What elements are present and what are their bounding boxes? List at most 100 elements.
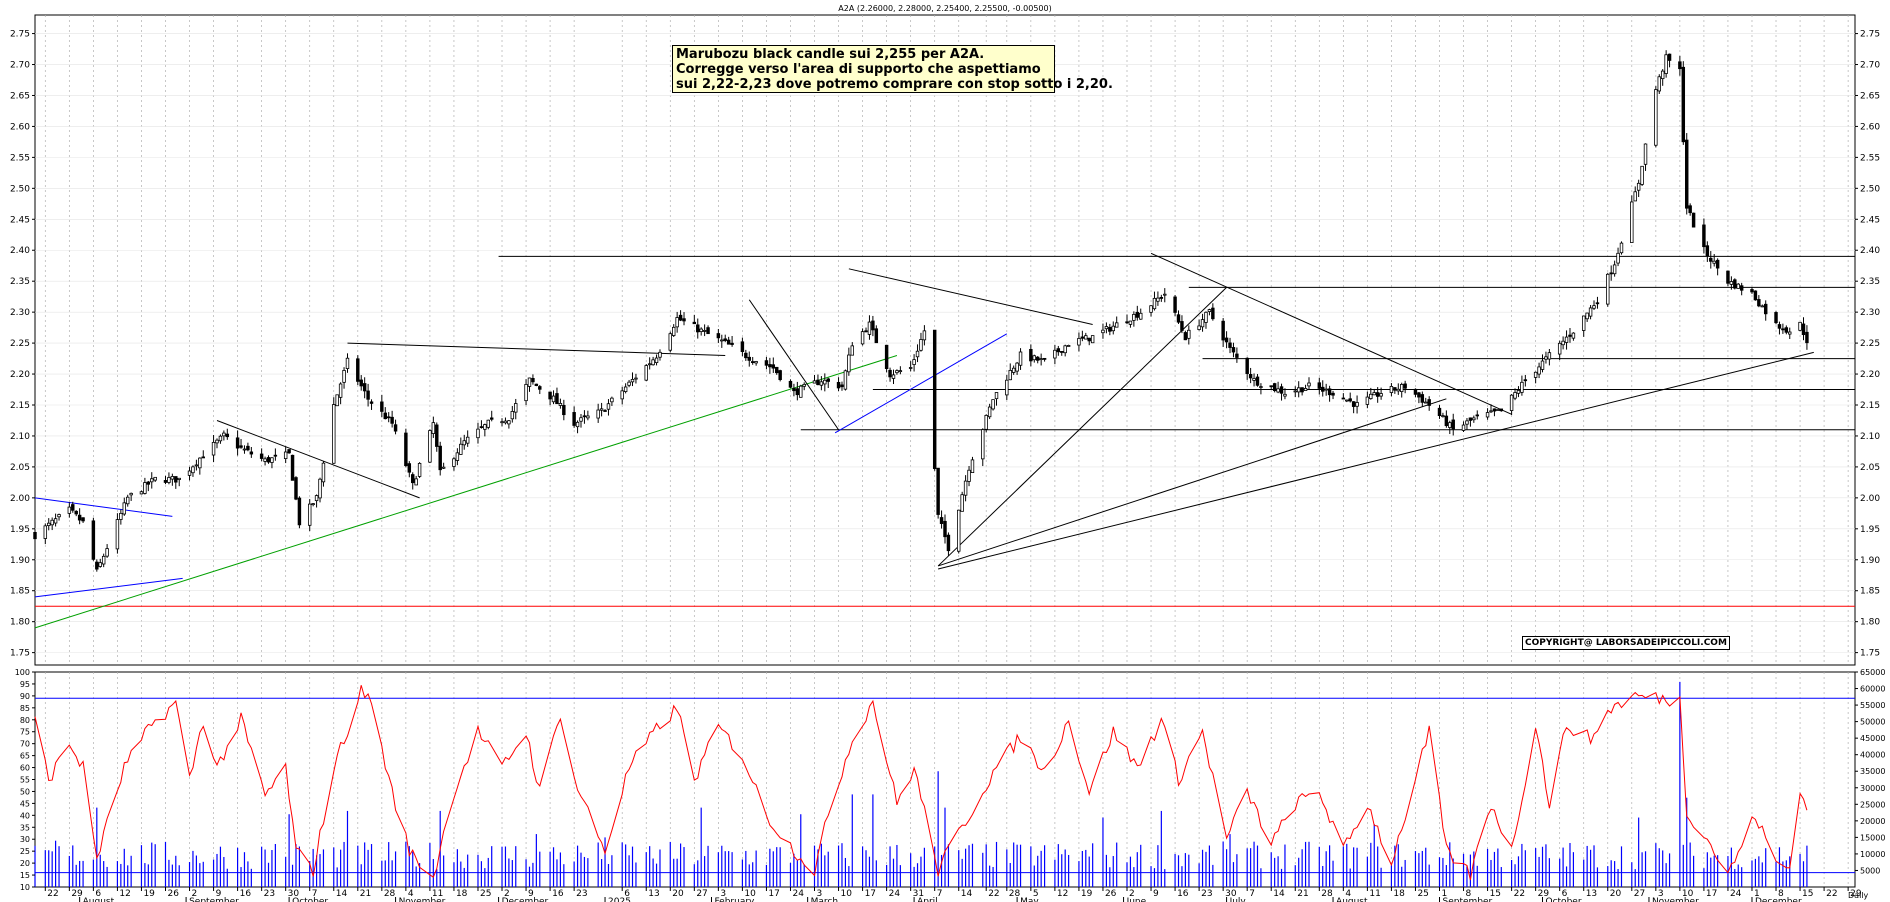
- x-day-label: 19: [1081, 889, 1093, 899]
- candle-body: [1221, 320, 1225, 341]
- x-day-label: 27: [696, 889, 707, 899]
- y-tick-label-left: 2.10: [10, 432, 30, 442]
- candle-body: [750, 361, 755, 363]
- candle-body: [170, 476, 175, 480]
- candle-body: [187, 470, 192, 476]
- candle-body: [1248, 374, 1253, 379]
- x-day-label: 30: [1225, 889, 1237, 899]
- candle-body: [1736, 283, 1740, 289]
- candle-body: [201, 456, 205, 459]
- candle-body: [294, 477, 298, 500]
- y-tick-label-left: 2.30: [10, 308, 30, 318]
- x-day-label: 14: [1273, 889, 1285, 899]
- candle-body: [1321, 386, 1325, 392]
- y-tick-label-left: 1.95: [10, 525, 30, 535]
- candle-body: [1633, 191, 1637, 202]
- y-tick-label-left: 2.20: [10, 370, 30, 380]
- candle-body: [115, 519, 120, 550]
- candle-body: [668, 333, 673, 351]
- candle-body: [1612, 264, 1617, 275]
- candle-body: [1255, 376, 1260, 386]
- candle-body: [1296, 387, 1301, 393]
- x-day-label: 20: [1610, 889, 1622, 899]
- candle-body: [908, 367, 913, 369]
- candle-body: [33, 531, 37, 540]
- x-month-label: October: [292, 897, 328, 902]
- y-tick-label-left: 2.00: [10, 494, 30, 504]
- candle-body: [847, 354, 851, 373]
- candle-body: [119, 512, 123, 520]
- candle-body: [1018, 351, 1023, 366]
- candle-body: [771, 364, 776, 369]
- x-day-label: 2: [504, 889, 510, 899]
- candle-body: [1540, 360, 1545, 370]
- candle-body: [1654, 89, 1658, 146]
- candle-body: [1444, 415, 1449, 427]
- candle-body: [1753, 290, 1758, 301]
- candle-body: [1396, 388, 1401, 392]
- candle-body: [510, 411, 515, 420]
- x-day-label: 27: [1634, 889, 1645, 899]
- candle-body: [860, 331, 865, 345]
- trendline: [34, 354, 898, 629]
- osc-tick-label: 25: [20, 847, 30, 856]
- candle-body: [1365, 396, 1370, 405]
- x-day-label: 21: [360, 889, 371, 899]
- candle-body: [1784, 327, 1789, 333]
- volume-tick-label: 15000: [1860, 833, 1885, 842]
- candle-body: [417, 463, 422, 477]
- x-day-label: 3: [1658, 889, 1664, 899]
- candle-body: [452, 458, 456, 467]
- x-day-label: 23: [264, 889, 275, 899]
- candle-body: [644, 365, 648, 381]
- candle-body: [1520, 381, 1524, 393]
- note-line-1: Marubozu black candle sui 2,255 per A2A.: [676, 47, 985, 62]
- osc-tick-label: 75: [20, 728, 30, 737]
- y-tick-label-left: 2.15: [10, 401, 30, 411]
- candle-body: [321, 462, 326, 483]
- candle-body: [1691, 212, 1696, 228]
- candle-body: [1139, 312, 1143, 320]
- candle-body: [514, 403, 518, 413]
- candle-body: [1774, 312, 1778, 324]
- candle-body: [1279, 386, 1284, 394]
- osc-tick-label: 45: [20, 799, 30, 808]
- candle-body: [1053, 349, 1057, 359]
- chart-frame: [34, 14, 1856, 888]
- candle-body: [1324, 388, 1328, 391]
- candle-body: [716, 333, 721, 339]
- x-day-label: 26: [167, 889, 179, 899]
- candle-body: [43, 525, 48, 539]
- candle-body: [1801, 323, 1806, 336]
- candle-body: [606, 403, 611, 410]
- candle-body: [273, 454, 278, 457]
- note-line-3: sui 2,22-2,23 dove potremo comprare con …: [676, 77, 1113, 92]
- candle-body: [1276, 388, 1280, 393]
- candle-body: [1187, 329, 1191, 339]
- candle-body: [747, 356, 751, 361]
- candle-body: [177, 477, 181, 480]
- x-month-label: September: [189, 897, 239, 902]
- candle-body: [1348, 398, 1352, 402]
- candle-body: [1090, 335, 1095, 344]
- y-tick-label-left: 2.25: [10, 339, 30, 349]
- chart-title: A2A (2.26000, 2.28000, 2.25400, 2.25500,…: [838, 4, 1051, 13]
- candle-body: [1125, 321, 1129, 324]
- candle-body: [1183, 332, 1188, 341]
- candle-body: [1066, 345, 1071, 347]
- candle-body: [675, 317, 679, 328]
- x-month-label: 2025: [608, 897, 631, 902]
- candle-body: [150, 478, 154, 483]
- candle-body: [1465, 420, 1469, 425]
- candle-body: [1163, 293, 1167, 296]
- trendline: [937, 287, 1227, 567]
- candle-body: [946, 534, 951, 552]
- candle-body: [1681, 66, 1686, 143]
- candle-body: [802, 383, 806, 387]
- osc-tick-label: 35: [20, 823, 30, 832]
- candle-body: [362, 383, 367, 392]
- x-day-label: 21: [1297, 889, 1308, 899]
- candle-body: [967, 469, 971, 482]
- candle-body: [1327, 388, 1332, 396]
- candle-body: [125, 496, 130, 505]
